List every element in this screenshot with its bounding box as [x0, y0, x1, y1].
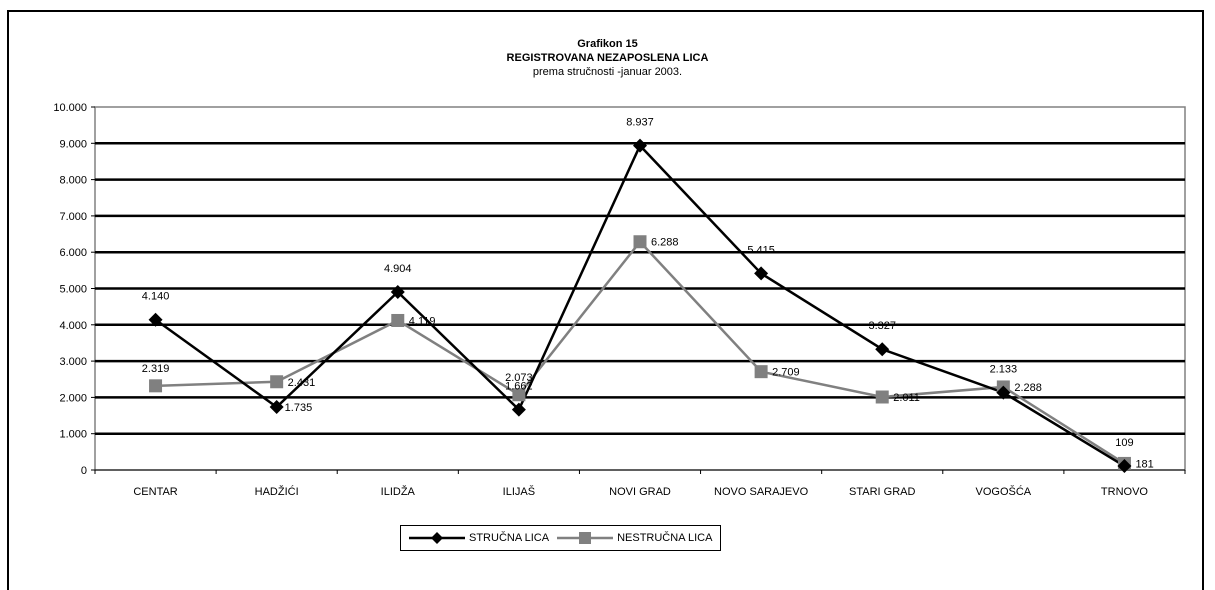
- chart-subtitle: REGISTROVANA NEZAPOSLENA LICA: [506, 52, 709, 64]
- data-point-strucna: [754, 266, 769, 281]
- data-label-nestrucna: 2.073: [505, 372, 533, 384]
- y-tick-label: 4.000: [59, 320, 87, 332]
- data-label-strucna: 109: [1115, 437, 1133, 449]
- chart-frame: [7, 10, 1204, 590]
- data-label-nestrucna: 2.011: [893, 392, 920, 404]
- data-point-strucna: [633, 138, 647, 153]
- data-point-nestrucna: [633, 235, 647, 249]
- data-point-strucna: [511, 402, 526, 417]
- legend-item-strucna: STRUČNA LICA: [409, 531, 549, 545]
- y-tick-label: 1.000: [59, 429, 87, 441]
- y-tick-label: 10.000: [53, 102, 87, 114]
- x-tick-label: STARI GRAD: [849, 486, 915, 498]
- data-label-strucna: 4.904: [384, 263, 412, 275]
- data-label-strucna: 2.133: [990, 364, 1018, 376]
- series-line-strucna: [154, 143, 1126, 468]
- data-point-nestrucna: [754, 365, 768, 379]
- x-tick-label: VOGOŠĆA: [976, 485, 1032, 498]
- data-point-nestrucna: [149, 379, 163, 393]
- x-tick-label: HADŽIĆI: [255, 485, 299, 498]
- data-point-nestrucna: [512, 388, 526, 402]
- chart-subtitle-2: prema stručnosti -januar 2003.: [532, 66, 683, 78]
- series-line-nestrucna: [155, 239, 1126, 465]
- data-label-strucna: 5.415: [747, 244, 775, 256]
- data-point-strucna: [269, 400, 284, 415]
- chart-legend: STRUČNA LICA NESTRUČNA LICA: [400, 525, 722, 551]
- data-point-nestrucna: [270, 375, 284, 389]
- line-chart: 0 1.000 2.000 3.000 4.000 5.000 6.000 7.000 8.00…: [53, 102, 1186, 498]
- legend-swatch-nestrucna: [557, 532, 614, 544]
- data-label-nestrucna: 2.709: [772, 367, 800, 379]
- data-point-strucna: [148, 312, 163, 327]
- data-label-nestrucna: 2.431: [288, 377, 316, 389]
- legend-swatch-strucna: [409, 532, 465, 544]
- x-tick-label: NOVO SARAJEVO: [714, 486, 809, 498]
- data-label-strucna: 8.937: [626, 117, 654, 129]
- data-label-nestrucna: 2.319: [142, 363, 170, 375]
- x-tick-label: CENTAR: [133, 486, 177, 498]
- data-label-strucna: 4.140: [142, 291, 170, 303]
- y-tick-label: 5.000: [59, 284, 87, 296]
- data-label-nestrucna: 181: [1135, 458, 1153, 470]
- data-label-nestrucna: 2.288: [1014, 382, 1042, 394]
- data-point-strucna: [390, 284, 405, 299]
- data-label-nestrucna: 4.119: [409, 315, 436, 327]
- x-tick-label: ILIJAŠ: [503, 485, 535, 498]
- y-tick-label: 6.000: [59, 247, 87, 259]
- x-tick-label: TRNOVO: [1101, 486, 1149, 498]
- data-point-nestrucna: [391, 313, 405, 327]
- y-tick-label: 0: [81, 465, 87, 477]
- x-tick-label: NOVI GRAD: [609, 486, 671, 498]
- y-tick-label: 3.000: [59, 356, 87, 368]
- legend-item-nestrucna: NESTRUČNA LICA: [557, 531, 712, 545]
- data-label-nestrucna: 6.288: [651, 237, 679, 249]
- data-point-strucna: [996, 385, 1011, 400]
- y-tick-label: 2.000: [59, 392, 87, 404]
- y-tick-label: 8.000: [59, 175, 87, 187]
- chart-title: Grafikon 15: [577, 38, 638, 50]
- data-label-strucna: 3.327: [868, 320, 896, 332]
- data-point-strucna: [875, 342, 890, 357]
- y-tick-label: 9.000: [59, 138, 87, 150]
- y-tick-label: 7.000: [59, 211, 87, 223]
- chart-titles: Grafikon 15 REGISTROVANA NEZAPOSLENA LIC…: [0, 37, 1215, 79]
- data-label-strucna: 1.735: [285, 402, 313, 414]
- legend-label-strucna: STRUČNA LICA: [469, 532, 550, 544]
- data-point-nestrucna: [875, 390, 889, 404]
- legend-label-nestrucna: NESTRUČNA LICA: [617, 532, 713, 544]
- data-label-strucna: 1.662: [505, 381, 533, 393]
- data-point-strucna: [1117, 459, 1132, 474]
- x-tick-label: ILIDŽA: [381, 485, 416, 498]
